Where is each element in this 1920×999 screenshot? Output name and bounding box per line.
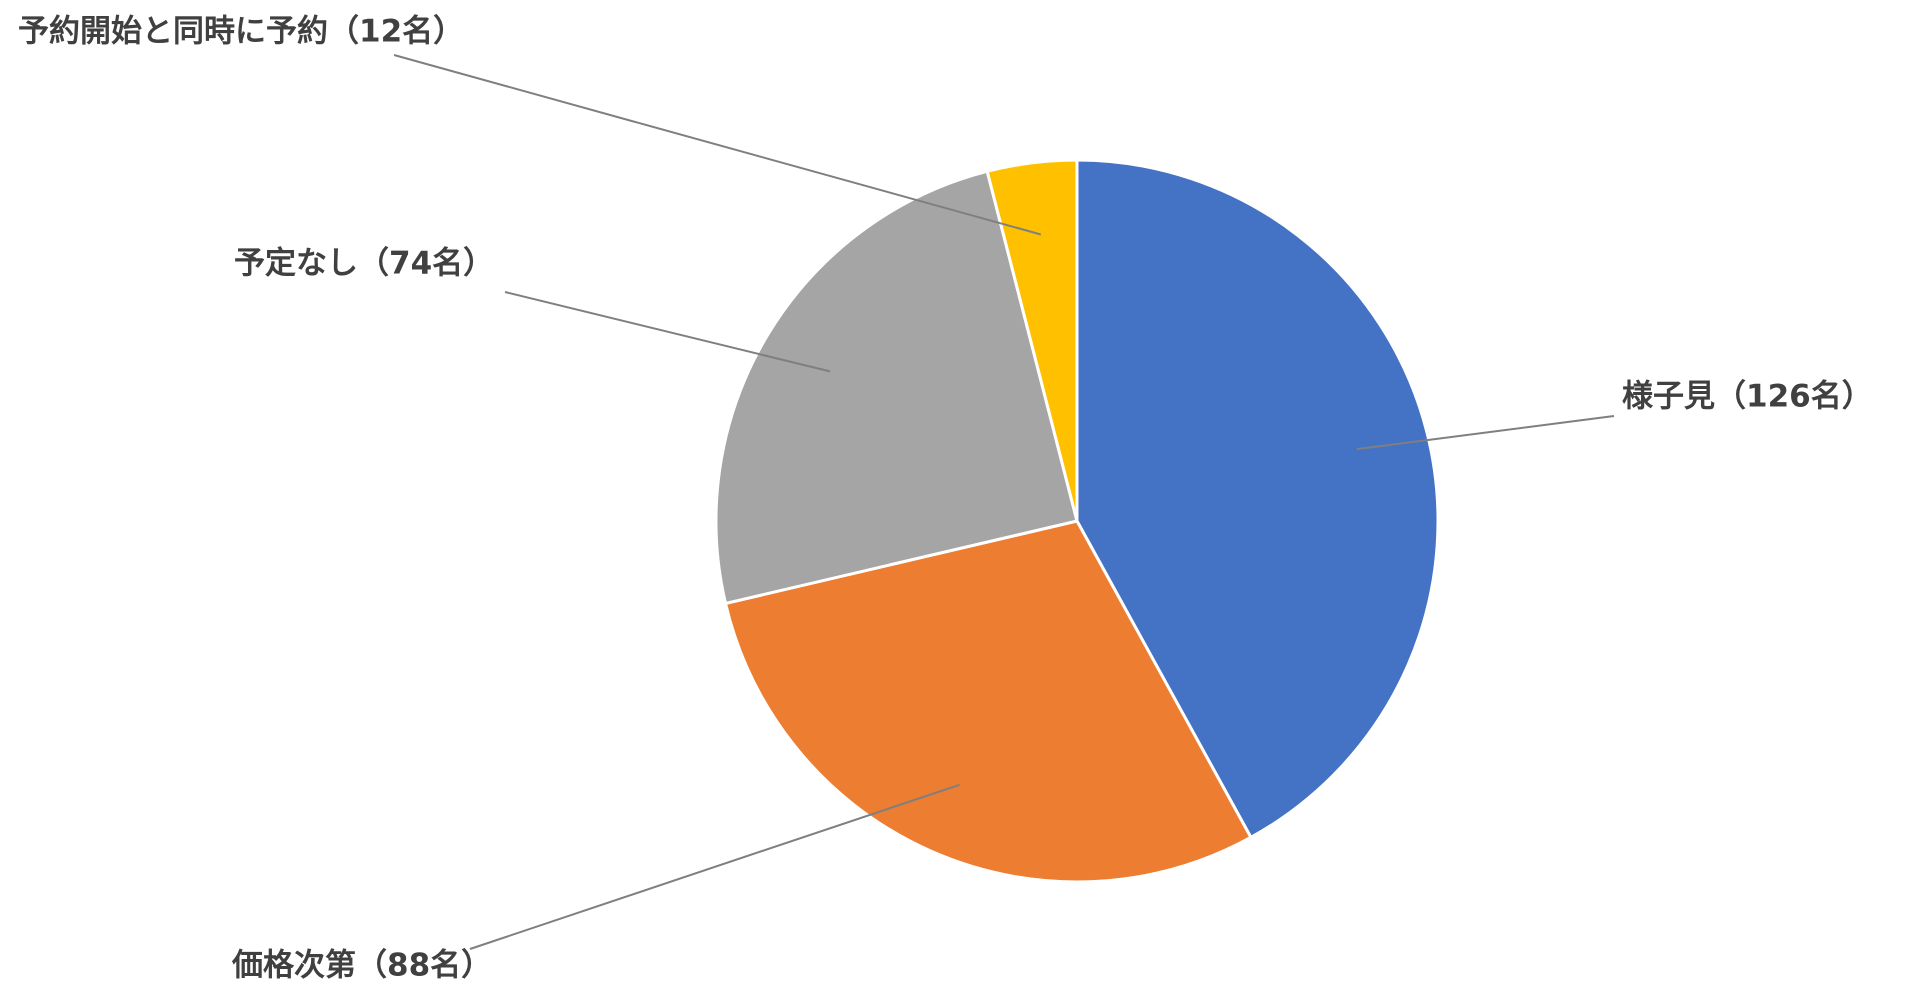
- data-label: 様子見（126名）: [1622, 379, 1873, 415]
- data-label: 価格次第（88名）: [231, 948, 492, 984]
- leader-line: [469, 783, 960, 950]
- leader-line: [393, 54, 1042, 236]
- pie-slice: [985, 158, 1079, 522]
- data-label: 予定なし（74名）: [234, 246, 494, 282]
- pie-slice: [723, 519, 1253, 884]
- pie-slice: [1075, 158, 1440, 840]
- leader-line: [504, 291, 831, 373]
- pie-slice: [714, 169, 1079, 606]
- data-label: 予約開始と同時に予約（12名）: [18, 14, 464, 50]
- leader-line: [1356, 415, 1615, 451]
